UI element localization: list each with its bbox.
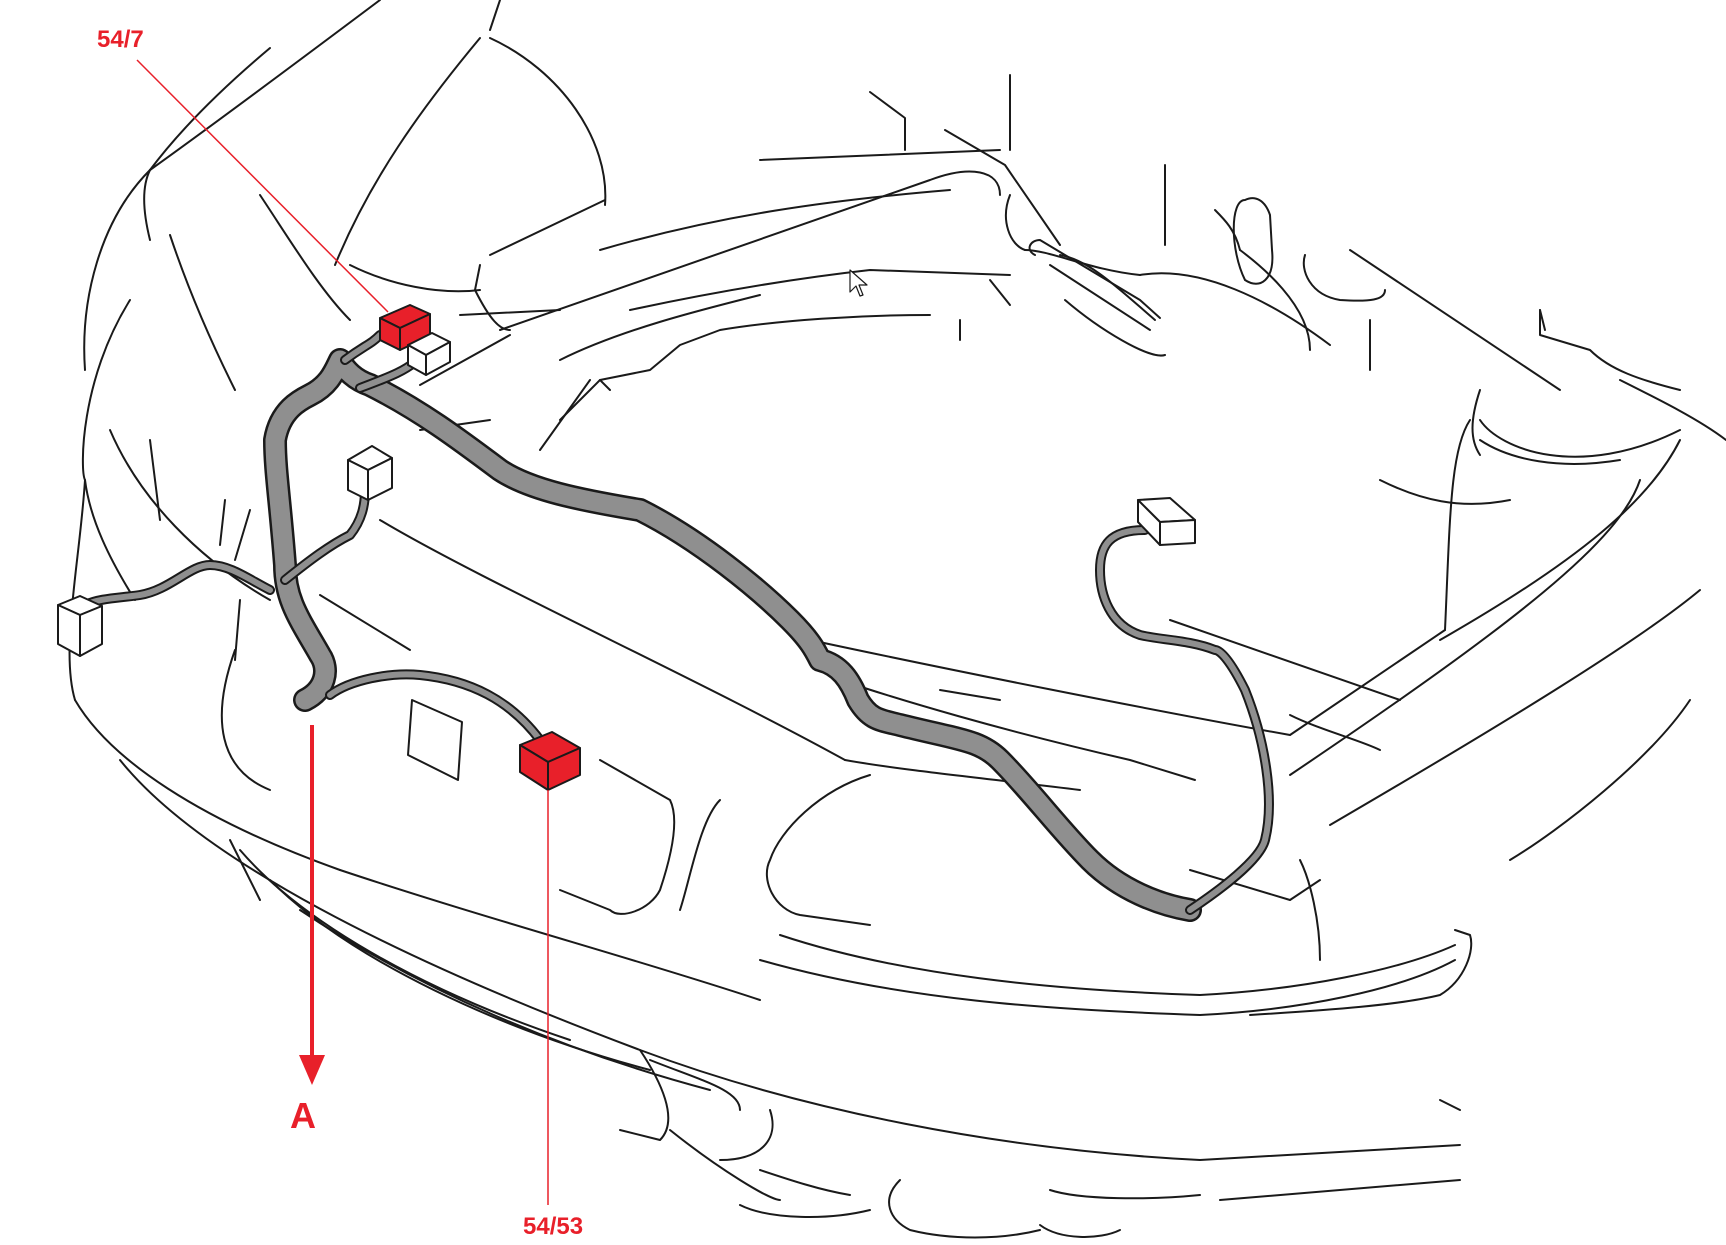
connector-white-right: [1137, 497, 1196, 546]
connector-white-left: [57, 595, 103, 657]
main-wiring-harness: [80, 330, 1274, 922]
view-arrow-label: A: [290, 1095, 316, 1136]
vehicle-body-outline: [68, 0, 1726, 1239]
connector-white-mid: [347, 445, 393, 501]
callout-54-7: 54/7: [97, 26, 144, 53]
bracket-plate: [407, 699, 463, 781]
leader-line-54-7: [136, 59, 389, 313]
view-arrow-a: [299, 725, 325, 1085]
connector-54-53: [519, 731, 581, 791]
callout-54-53: 54/53: [523, 1213, 584, 1240]
mouse-pointer-icon: [849, 269, 868, 297]
connector-54-7: [379, 304, 431, 351]
connector-white-top: [407, 332, 451, 376]
